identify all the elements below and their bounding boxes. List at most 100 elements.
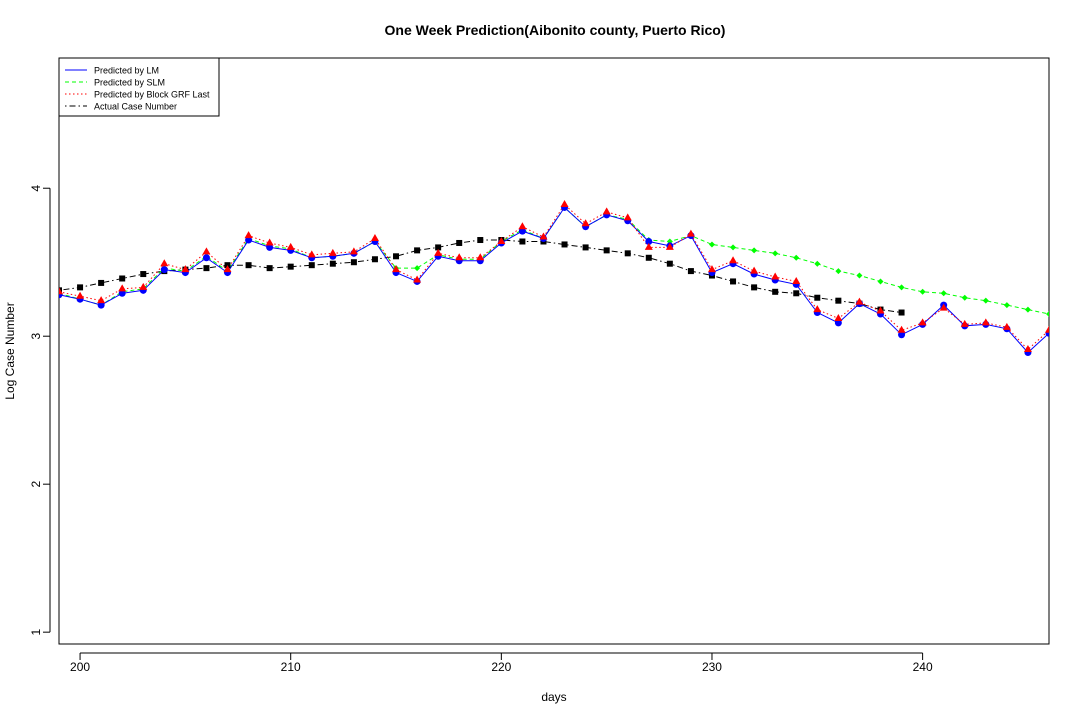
actual-point [140,271,147,278]
x-tick-label: 210 [281,660,301,674]
actual-point [98,279,105,286]
y-tick-label: 4 [29,185,43,192]
actual-point [793,290,800,297]
legend-box [58,57,220,117]
series-group [59,200,1049,356]
grf-point [771,272,780,280]
actual-point [624,250,631,257]
grf-point [560,200,569,207]
grf-point [602,207,611,215]
grf-point [97,296,106,304]
legend-label: Predicted by SLM [94,78,165,88]
slm-point [877,278,884,285]
slm-point [772,250,779,257]
grf-point [328,248,337,256]
slm-point [856,272,863,279]
plot-area-border [58,57,1050,645]
actual-point [287,263,294,270]
grf-point [623,213,632,221]
actual-point [308,262,315,269]
actual-point [751,284,758,291]
grf-point [181,265,190,273]
grf-point [244,231,253,239]
slm-point [961,294,968,301]
grf-point [160,259,169,267]
actual-point [393,253,400,260]
slm-point [982,297,989,304]
lm-point [834,319,842,327]
lm-point [645,237,653,245]
slm-point [751,247,758,254]
grf-point [476,253,485,261]
slm-point [1046,311,1049,318]
grf-point [539,232,548,240]
grf-point [981,318,990,326]
chart-title: One Week Prediction(Aibonito county, Pue… [385,22,726,38]
grf-point [1045,325,1049,333]
legend-label: Actual Case Number [94,102,177,112]
grf-point [876,306,885,314]
lm-point [160,266,168,274]
actual-point [582,244,589,251]
grf-point [413,275,422,283]
grf-point [581,219,590,227]
grf-point [644,242,653,250]
grf-point [1023,345,1032,353]
grf-point [707,265,716,273]
grf-point [202,247,211,255]
slm-point [1003,302,1010,309]
lm-point [266,243,274,251]
x-tick-label: 230 [702,660,722,674]
actual-point [898,309,905,316]
actual-point [329,260,336,267]
grf-point [349,247,358,255]
lm-point [245,236,253,244]
x-axis-label: days [541,690,566,704]
grf-point [370,234,379,242]
slm-point [793,254,800,261]
grf-point [813,305,822,313]
grf-point [118,284,127,292]
grf-point [1002,322,1011,330]
y-tick-label: 2 [29,481,43,488]
actual-point [666,260,673,267]
actual-point [814,294,821,301]
slm-point [708,241,715,248]
grf-point [750,266,759,274]
actual-point [456,239,463,246]
actual-point [645,254,652,261]
grf-point [729,256,738,264]
slm-point [898,284,905,291]
actual-point [77,284,84,291]
slm-point [814,260,821,267]
lm-point [97,301,105,309]
grf-point [897,325,906,333]
legend-label: Predicted by LM [94,66,159,76]
grf-point [286,242,295,250]
lm-point [202,254,210,262]
actual-point [730,278,737,285]
actual-point [561,241,568,248]
actual-point [603,247,610,254]
legend: Predicted by LM Predicted by SLM Predicted… [58,57,220,117]
grf-point [939,303,948,311]
grf-point [223,265,232,273]
series-line-circle [59,206,1049,354]
x-axis: 200 210 220 230 240 [70,652,933,674]
actual-point [414,247,421,254]
grf-point [834,313,843,321]
grf-point [960,319,969,327]
actual-point [477,237,484,244]
slm-point [1024,306,1031,313]
grf-point [76,291,85,299]
lm-point [118,289,126,297]
grf-point [686,229,695,237]
y-axis: 1 2 3 4 [29,185,51,636]
grf-point [855,297,864,305]
grf-point [918,318,927,326]
grf-point [792,276,801,284]
grf-point [59,287,63,295]
y-tick-label: 1 [29,629,43,636]
slm-point [940,290,947,297]
